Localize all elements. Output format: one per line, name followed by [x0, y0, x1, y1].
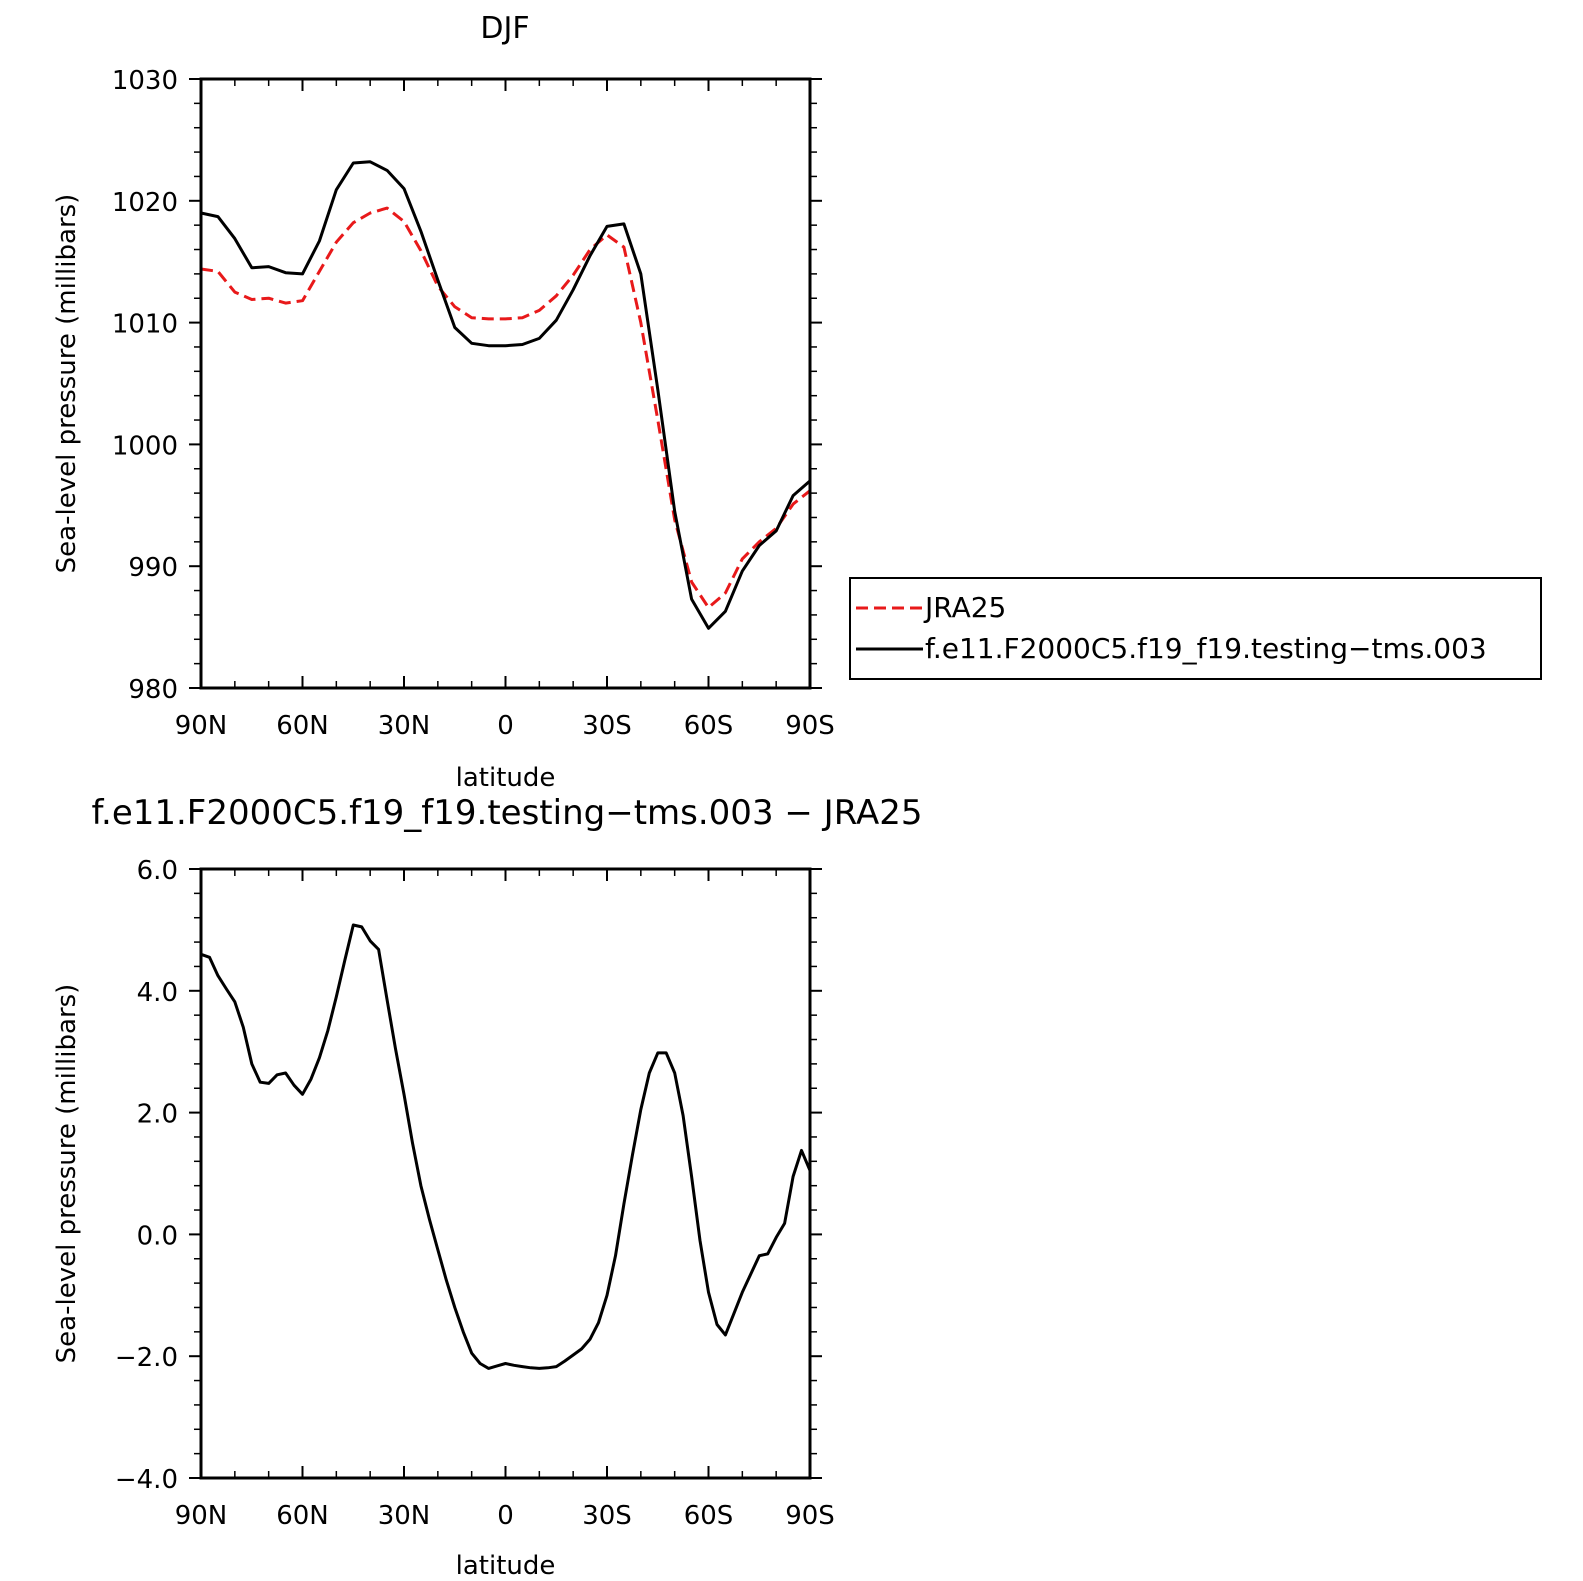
bottom-series-layer [200, 923, 812, 1370]
bottom-x-tick-label: 0 [497, 1501, 514, 1531]
top-y-axis-label: Sea-level pressure (millibars) [52, 194, 82, 574]
bottom-y-tick-label: 2.0 [137, 1100, 178, 1130]
top-x-axis-label: latitude [456, 763, 556, 793]
bottom-x-tick-label: 90S [785, 1501, 835, 1531]
bottom-x-tick-label: 30N [378, 1501, 431, 1531]
bottom-x-tick-label: 60S [684, 1501, 734, 1531]
top-series-layer [200, 160, 811, 630]
top-y-tick-label: 980 [128, 675, 178, 705]
top-x-tick-label: 30S [582, 711, 632, 741]
top-y-tick-label: 1010 [112, 310, 178, 340]
bottom-y-axis-label: Sea-level pressure (millibars) [52, 984, 82, 1364]
top-y-tick-label: 1020 [112, 188, 178, 218]
top-x-tick-label: 0 [497, 711, 514, 741]
top-series-line-0 [200, 206, 811, 610]
top-x-tick-label: 90N [175, 711, 228, 741]
bottom-axis-ticks: 90N 60N 30N 0 30S 60S 90S −4.0 −2.0 0.0 2.0 4.0 6.0 [115, 856, 835, 1531]
bottom-x-tick-label: 30S [582, 1501, 632, 1531]
top-axis-ticks: 90N 60N 30N 0 30S 60S 90S 980 990 1000 1010 1020 103… [112, 66, 835, 741]
top-y-tick-label: 1000 [112, 431, 178, 461]
legend-label-model: f.e11.F2000C5.f19_f19.testing−tms.003 [925, 632, 1487, 665]
bottom-panel: f.e11.F2000C5.f19_f19.testing−tms.003 − … [52, 793, 922, 1581]
top-chart-title: DJF [480, 11, 529, 46]
bottom-y-tick-label: −4.0 [115, 1465, 178, 1495]
top-y-tick-label: 1030 [112, 66, 178, 96]
top-x-tick-label: 30N [378, 711, 431, 741]
bottom-x-axis-label: latitude [456, 1551, 556, 1581]
legend-label-jra25: JRA25 [923, 591, 1006, 624]
top-y-tick-label: 990 [128, 553, 178, 583]
top-panel: DJF 90N 60N 30N 0 30S 60S 90S 980 990 1000 1010 102… [52, 11, 1542, 793]
bottom-y-tick-label: 6.0 [137, 856, 178, 886]
bottom-x-tick-label: 60N [276, 1501, 329, 1531]
top-x-tick-label: 60N [276, 711, 329, 741]
bottom-y-tick-label: 0.0 [137, 1221, 178, 1251]
bottom-chart-title: f.e11.F2000C5.f19_f19.testing−tms.003 − … [92, 793, 923, 833]
legend-box [849, 577, 1542, 680]
top-series-line-1 [200, 160, 811, 630]
top-x-tick-label: 60S [684, 711, 734, 741]
bottom-y-tick-label: 4.0 [137, 978, 178, 1008]
top-x-tick-label: 90S [785, 711, 835, 741]
bottom-series-line-0 [200, 923, 812, 1370]
bottom-y-tick-label: −2.0 [115, 1343, 178, 1373]
legend: JRA25 f.e11.F2000C5.f19_f19.testing−tms.… [849, 577, 1542, 680]
bottom-x-tick-label: 90N [175, 1501, 228, 1531]
